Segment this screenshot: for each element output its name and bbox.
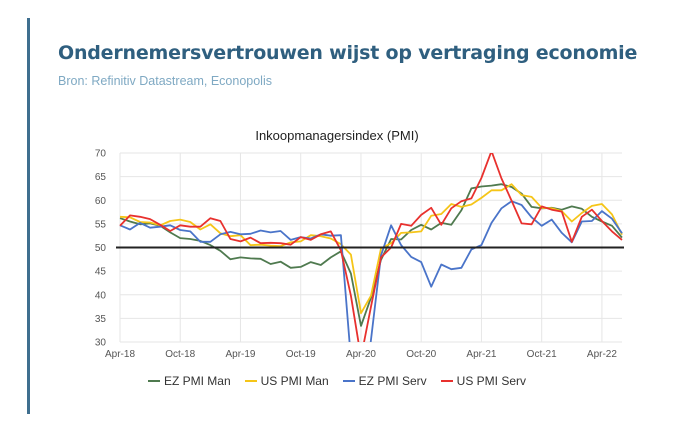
y-tick-label: 35	[95, 314, 107, 325]
x-tick-label: Oct-20	[406, 349, 436, 360]
legend-label: EZ PMI Serv	[358, 374, 427, 388]
series-line-us-pmi-serv	[119, 153, 623, 342]
x-tick-label: Apr-18	[105, 349, 135, 360]
legend-label: US PMI Man	[260, 374, 329, 388]
x-tick-label: Oct-19	[286, 349, 316, 360]
x-tick-label: Apr-21	[466, 349, 496, 360]
y-tick-label: 70	[95, 149, 107, 160]
chart-title: Inkoopmanagersindex (PMI)	[255, 128, 419, 143]
legend-item: US PMI Man	[244, 374, 329, 388]
series-line-us-pmi-man	[119, 183, 623, 315]
legend-swatch	[440, 380, 453, 382]
legend-swatch	[342, 380, 355, 382]
page-title: Ondernemersvertrouwen wijst op vertragin…	[58, 42, 638, 64]
legend-item: EZ PMI Serv	[342, 374, 427, 388]
accent-bar	[27, 18, 30, 414]
source-note: Bron: Refinitiv Datastream, Econopolis	[58, 74, 272, 88]
legend-swatch	[147, 380, 160, 382]
y-tick-label: 50	[95, 243, 107, 254]
series-group	[119, 153, 623, 342]
y-tick-label: 55	[95, 219, 107, 230]
y-tick-label: 40	[95, 290, 107, 301]
y-tick-label: 60	[95, 196, 107, 207]
y-tick-label: 45	[95, 267, 107, 278]
x-tick-label: Apr-20	[346, 349, 376, 360]
x-tick-label: Oct-18	[165, 349, 195, 360]
y-tick-label: 65	[95, 172, 107, 183]
legend-item: US PMI Serv	[440, 374, 527, 388]
x-tick-label: Apr-19	[225, 349, 255, 360]
legend-label: EZ PMI Man	[163, 374, 231, 388]
chart-legend: EZ PMI Man US PMI Man EZ PMI Serv US PMI Se…	[0, 374, 674, 388]
legend-swatch	[244, 380, 257, 382]
x-tick-label: Apr-22	[587, 349, 617, 360]
x-tick-label: Oct-21	[527, 349, 557, 360]
legend-label: US PMI Serv	[456, 374, 527, 388]
y-tick-label: 30	[95, 338, 107, 349]
series-line-ez-pmi-serv	[119, 200, 623, 342]
legend-item: EZ PMI Man	[147, 374, 231, 388]
